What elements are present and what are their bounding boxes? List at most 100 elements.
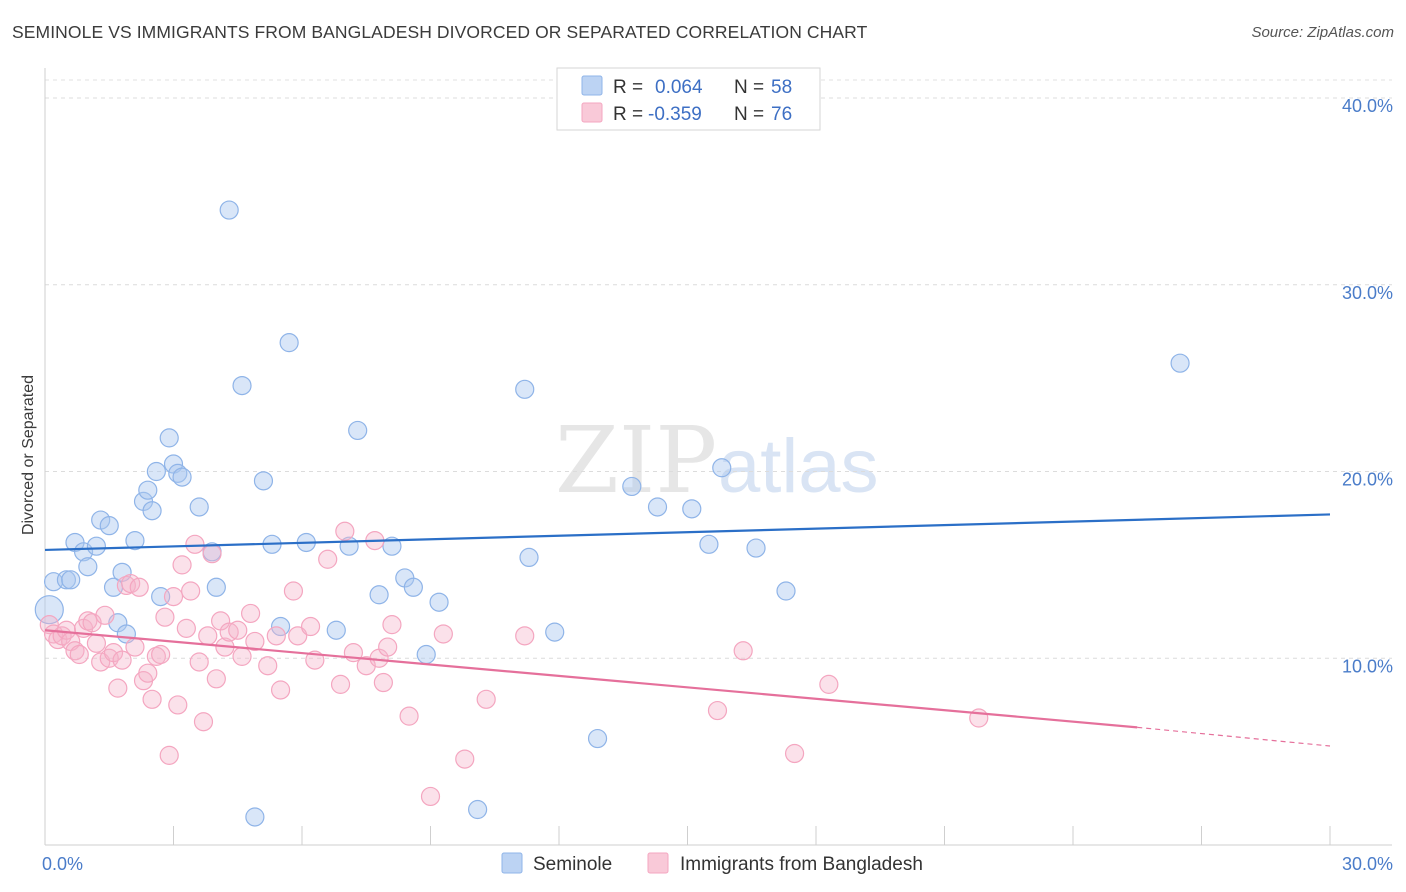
legend-n-label-2: N = [734,104,764,125]
legend-n-value-2: 76 [771,104,792,125]
seminole-point-37 [348,420,368,441]
bottom-legend-swatch-seminole [501,852,523,874]
bangladesh-point-71 [784,743,805,764]
seminole-point-43 [429,592,449,612]
seminole-point-47 [545,622,565,642]
axes [44,68,1392,846]
seminole-point-44 [468,799,488,820]
x-tick-label-1: 30.0% [1342,854,1393,874]
bangladesh-point-32 [176,618,196,638]
bottom-legend-bangladesh: Immigrants from Bangladesh [680,854,923,875]
bangladesh-point-39 [206,669,226,689]
bangladesh-point-7 [69,644,89,665]
bangladesh-point-13 [95,605,115,625]
seminole-point-24 [189,497,209,517]
seminole-point-16 [138,480,158,500]
seminole-trend-line [44,513,1331,552]
source-label: Source: ZipAtlas.com [1251,24,1394,41]
series-legend: Seminole Immigrants from Bangladesh [501,852,923,875]
bangladesh-point-54 [318,549,338,569]
bangladesh-point-34 [185,534,205,554]
seminole-point-26 [206,577,226,597]
seminole-point-49 [622,476,642,497]
bangladesh-point-64 [399,706,419,726]
bangladesh-point-26 [151,644,171,665]
bangladesh-point-67 [476,689,496,709]
gridlines [45,79,1392,659]
bangladesh-point-20 [125,637,145,657]
bangladesh-point-0 [39,615,59,635]
seminole-point-46 [519,547,539,568]
bangladesh-point-62 [378,637,398,657]
bangladesh-point-17 [112,650,132,670]
legend-r-label-1: R = [613,77,643,98]
seminole-point-28 [232,375,252,396]
seminole-point-39 [382,536,402,556]
seminole-point-29 [245,807,265,827]
bangladesh-point-33 [181,581,201,601]
seminole-point-35 [326,620,346,640]
y-tick-label-1: 20.0% [1342,470,1393,490]
seminole-point-6 [78,557,98,577]
series-seminole [34,200,1190,827]
bangladesh-point-70 [733,641,753,661]
bangladesh-point-48 [266,626,286,646]
bangladesh-point-23 [138,663,158,683]
bangladesh-point-43 [228,620,248,640]
bottom-legend-seminole: Seminole [533,854,612,875]
seminole-point-14 [125,530,145,551]
y-tick-label-0: 10.0% [1342,656,1393,676]
x-tick-labels: 0.0% 30.0% [42,854,1393,874]
bangladesh-point-51 [288,626,308,646]
bottom-legend-swatch-bangladesh [647,852,669,874]
seminole-point-20 [159,428,179,448]
seminole-point-51 [682,499,702,519]
bangladesh-point-63 [382,615,402,635]
bangladesh-point-21 [129,577,149,597]
legend-r-value-2: -0.359 [648,104,702,125]
bangladesh-point-38 [202,544,222,564]
seminole-point-41 [403,577,423,597]
seminole-point-38 [369,585,389,605]
bangladesh-point-69 [707,700,728,721]
seminole-point-27 [219,200,239,220]
x-tick-label-0: 0.0% [42,854,83,874]
bangladesh-point-30 [168,695,188,715]
bangladesh-point-46 [245,631,265,652]
watermark-atlas: atlas [718,424,879,509]
bangladesh-point-68 [515,626,535,646]
correlation-legend: R = 0.064 N = 58 R = -0.359 N = 76 [556,67,821,131]
seminole-point-32 [270,616,291,637]
bangladesh-point-44 [232,646,252,666]
seminole-point-55 [776,581,796,601]
legend-swatch-bangladesh [581,102,603,123]
seminole-point-33 [279,333,299,353]
bangladesh-point-61 [373,672,393,693]
bangladesh-point-37 [198,626,218,646]
seminole-point-52 [699,534,719,554]
legend-n-label-1: N = [734,77,764,98]
chart-title: SEMINOLE VS IMMIGRANTS FROM BANGLADESH D… [12,22,868,42]
bangladesh-point-31 [172,555,192,575]
bangladesh-point-66 [455,749,475,769]
bangladesh-point-27 [155,607,175,627]
bangladesh-point-24 [142,689,162,709]
seminole-point-18 [146,461,166,482]
y-tick-label-2: 30.0% [1342,283,1393,303]
legend-r-value-1: 0.064 [655,77,703,98]
series-bangladesh [39,521,989,807]
bangladesh-point-56 [335,521,355,541]
legend-n-value-1: 58 [771,77,792,98]
legend-r-label-2: R = [613,104,643,125]
bangladesh-point-52 [300,616,321,637]
bangladesh-point-35 [189,652,209,672]
bangladesh-point-16 [108,678,128,698]
y-tick-label-3: 40.0% [1342,96,1393,116]
bangladesh-trend-line [44,629,1138,729]
bangladesh-point-72 [819,674,839,694]
seminole-point-50 [647,497,668,517]
bangladesh-point-55 [330,674,351,694]
seminole-point-7 [86,536,107,556]
bangladesh-point-45 [241,603,261,624]
